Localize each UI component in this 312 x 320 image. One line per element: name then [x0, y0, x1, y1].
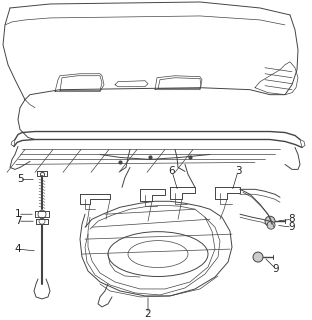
- Text: 6: 6: [169, 166, 175, 176]
- Text: 7: 7: [15, 216, 21, 226]
- Text: 8: 8: [289, 214, 295, 224]
- Text: 9: 9: [289, 222, 295, 232]
- Circle shape: [265, 216, 275, 226]
- Circle shape: [253, 252, 263, 262]
- Text: 3: 3: [235, 166, 241, 176]
- Text: 2: 2: [145, 309, 151, 319]
- Text: 5: 5: [17, 174, 23, 184]
- Text: 1: 1: [15, 209, 21, 219]
- Text: 4: 4: [15, 244, 21, 254]
- Circle shape: [267, 221, 275, 229]
- Text: 9: 9: [273, 264, 279, 274]
